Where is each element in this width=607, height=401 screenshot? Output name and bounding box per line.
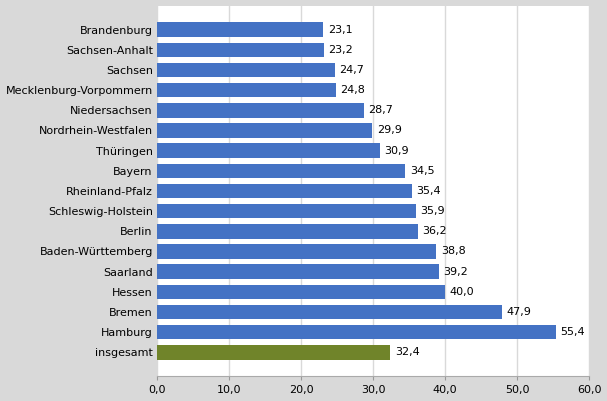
Text: 34,5: 34,5 xyxy=(410,166,435,176)
Text: 23,1: 23,1 xyxy=(328,25,352,34)
Text: 40,0: 40,0 xyxy=(449,287,474,297)
Bar xyxy=(157,123,372,138)
Bar xyxy=(157,22,324,37)
Text: 30,9: 30,9 xyxy=(384,146,409,156)
Bar xyxy=(157,264,439,279)
Text: 28,7: 28,7 xyxy=(368,105,393,115)
Text: 29,9: 29,9 xyxy=(377,126,402,136)
Text: 38,8: 38,8 xyxy=(441,247,466,257)
Bar xyxy=(157,63,335,77)
Bar xyxy=(157,345,390,360)
Text: 55,4: 55,4 xyxy=(560,327,585,337)
Text: 36,2: 36,2 xyxy=(422,226,447,236)
Bar xyxy=(157,103,364,117)
Bar xyxy=(157,204,416,219)
Text: 39,2: 39,2 xyxy=(444,267,469,277)
Bar xyxy=(157,325,556,339)
Text: 35,4: 35,4 xyxy=(416,186,441,196)
Text: 32,4: 32,4 xyxy=(395,347,419,357)
Text: 24,8: 24,8 xyxy=(340,85,365,95)
Bar xyxy=(157,83,336,97)
Bar xyxy=(157,244,436,259)
Bar xyxy=(157,184,412,198)
Text: 35,9: 35,9 xyxy=(420,206,444,216)
Text: 23,2: 23,2 xyxy=(328,45,353,55)
Text: 24,7: 24,7 xyxy=(339,65,364,75)
Bar xyxy=(157,224,418,239)
Text: 47,9: 47,9 xyxy=(506,307,531,317)
Bar xyxy=(157,285,445,299)
Bar xyxy=(157,164,405,178)
Bar xyxy=(157,43,324,57)
Bar xyxy=(157,305,502,319)
Bar xyxy=(157,144,379,158)
